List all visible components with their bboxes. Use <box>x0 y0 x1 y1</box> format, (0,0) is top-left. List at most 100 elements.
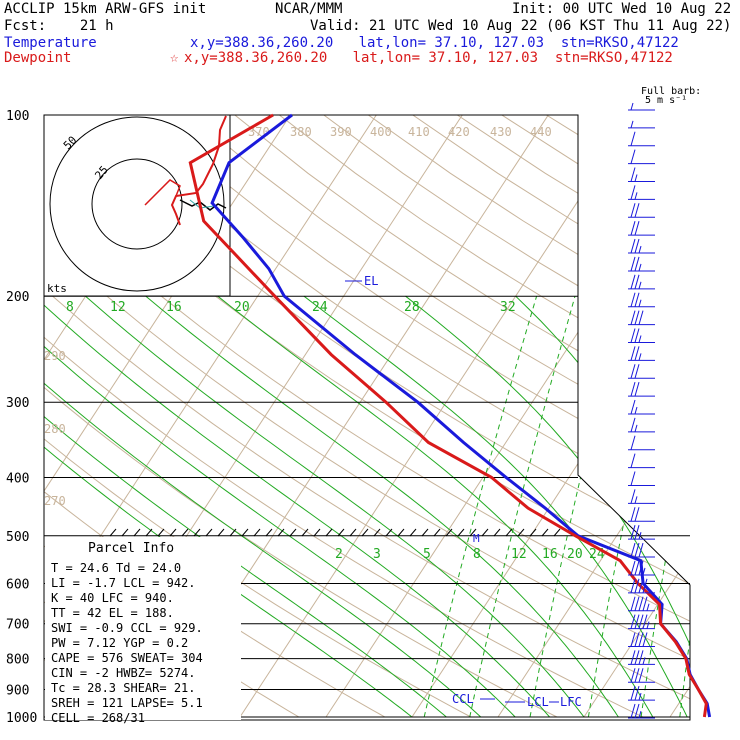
wind-barb-flag <box>630 328 636 343</box>
wind-barb-flag <box>630 149 636 164</box>
mixing-ratio-line <box>640 296 690 718</box>
lcl-label: LCL <box>527 695 549 709</box>
lfc-label: LFC <box>560 695 582 709</box>
isotherm-label: -80 <box>268 75 296 101</box>
wind-barb-flag <box>634 525 640 540</box>
wind-barb-flag <box>630 560 636 576</box>
wind-barb-flag <box>630 703 636 719</box>
dry-adiabat <box>501 115 690 718</box>
wind-barb-flag <box>634 578 640 593</box>
dry-adiabat <box>100 115 690 718</box>
isotherm-label: 40 <box>705 590 727 611</box>
wind-barb-flag <box>634 685 640 701</box>
mixing-ratio-label: 5 <box>423 547 431 562</box>
parcel-row: TT = 42 EL = 188. <box>51 606 174 620</box>
isotherm-label: -20 <box>585 73 613 99</box>
theta-label: 290 <box>44 349 66 363</box>
isotherm-label: -50 <box>465 75 493 101</box>
wind-barb-flag <box>638 692 642 701</box>
pressure-tick-label: 800 <box>6 653 29 668</box>
pressure-tick-label: 300 <box>6 396 29 411</box>
wind-barb-flag <box>642 614 648 629</box>
parcel-box <box>45 537 241 720</box>
moist-adiabat <box>44 308 516 718</box>
wind-barb-flag <box>638 614 644 629</box>
hodograph-units: kts <box>47 282 67 295</box>
mixing-ratio-label: 20 <box>234 300 250 315</box>
wind-barb-flag <box>638 596 644 611</box>
wind-barb-flag <box>646 621 650 629</box>
wind-barb-flag <box>630 668 636 683</box>
hatch-mark <box>445 528 453 537</box>
wind-barb-flag <box>630 310 636 325</box>
parcel-row: SWI = -0.9 CCL = 929. <box>51 621 203 635</box>
pressure-axis: 100 200 300 400 500 600 700 800 900 1000 <box>6 109 37 726</box>
parcel-row: CAPE = 576 SWEAT= 304 <box>51 651 203 665</box>
hodograph-ring <box>49 116 225 292</box>
wind-barb-flag <box>634 406 638 415</box>
wind-barb-flag <box>642 567 646 576</box>
dry-adiabat <box>145 115 690 718</box>
isotherm-line <box>411 115 690 718</box>
hodograph-trace <box>179 199 227 211</box>
hatch-mark <box>517 528 525 537</box>
mixing-ratio-label: 28 <box>404 300 420 315</box>
hatch-mark <box>385 528 393 537</box>
moist-adiabat <box>217 295 654 718</box>
theta-label: 390 <box>330 125 352 139</box>
dry-adiabat <box>44 115 690 718</box>
mixing-ratio-label: 12 <box>511 547 527 562</box>
mixing-ratio-label: 16 <box>166 300 182 315</box>
profiles <box>188 113 712 718</box>
wind-barb-flag <box>630 167 636 182</box>
isotherm-line <box>669 115 690 718</box>
mixing-ratio-label: 32 <box>500 300 516 315</box>
hatch-mark <box>121 528 129 537</box>
dry-adiabat <box>44 115 690 718</box>
parcel-row: Tc = 28.3 SHEAR= 21. <box>51 681 196 695</box>
parcel-row: LI = -1.7 LCL = 942. <box>51 576 196 590</box>
hatch-mark <box>301 528 309 537</box>
hatch-mark <box>337 528 345 537</box>
hatch-mark <box>289 528 297 537</box>
wind-barb-flag <box>630 650 636 665</box>
m-label: M <box>473 532 480 545</box>
wind-barb-flag <box>634 632 640 647</box>
hodograph-trace <box>170 115 227 226</box>
isotherm-line <box>497 115 690 718</box>
isotherm-label: 20 <box>585 394 607 415</box>
dry-adiabat <box>44 115 690 718</box>
hatch-mark <box>217 528 225 537</box>
mixing-ratio-label: 2 <box>335 547 343 562</box>
wind-barb-flag <box>638 542 644 558</box>
hatch-mark <box>481 528 489 537</box>
mixing-ratio-line <box>423 296 538 718</box>
hatch-mark <box>325 528 333 537</box>
mixing-ratio-line <box>469 296 576 718</box>
hatch-mark <box>313 528 321 537</box>
wind-barb-flag <box>634 507 640 522</box>
theta-label: 410 <box>408 125 430 139</box>
wind-barb-flag <box>630 399 636 415</box>
wind-barb-flag <box>630 542 636 558</box>
hatch-mark <box>349 528 357 537</box>
dry-adiabat <box>189 115 690 718</box>
theta-label: 420 <box>448 125 470 139</box>
wind-barb-flag <box>630 381 636 397</box>
wind-barb-flag <box>642 657 646 665</box>
hodograph-trace <box>144 179 181 206</box>
isotherm-label: -70 <box>338 75 366 101</box>
wind-barb-flag <box>634 668 640 683</box>
model-title: ACCLIP 15km ARW-GFS init <box>4 1 207 17</box>
wind-barb-flag <box>634 614 640 629</box>
wind-barb-flag <box>630 417 636 433</box>
center-label: NCAR/MMM <box>275 1 343 17</box>
parcel-row: T = 24.6 Td = 24.0 <box>51 561 181 575</box>
pressure-tick-label: 700 <box>6 618 29 633</box>
pressure-tick-label: 1000 <box>6 711 37 726</box>
wind-barb-flag <box>634 560 640 576</box>
hatch-mark <box>409 528 417 537</box>
isotherm-label: -30 <box>561 75 589 101</box>
hatch-mark <box>169 528 177 537</box>
